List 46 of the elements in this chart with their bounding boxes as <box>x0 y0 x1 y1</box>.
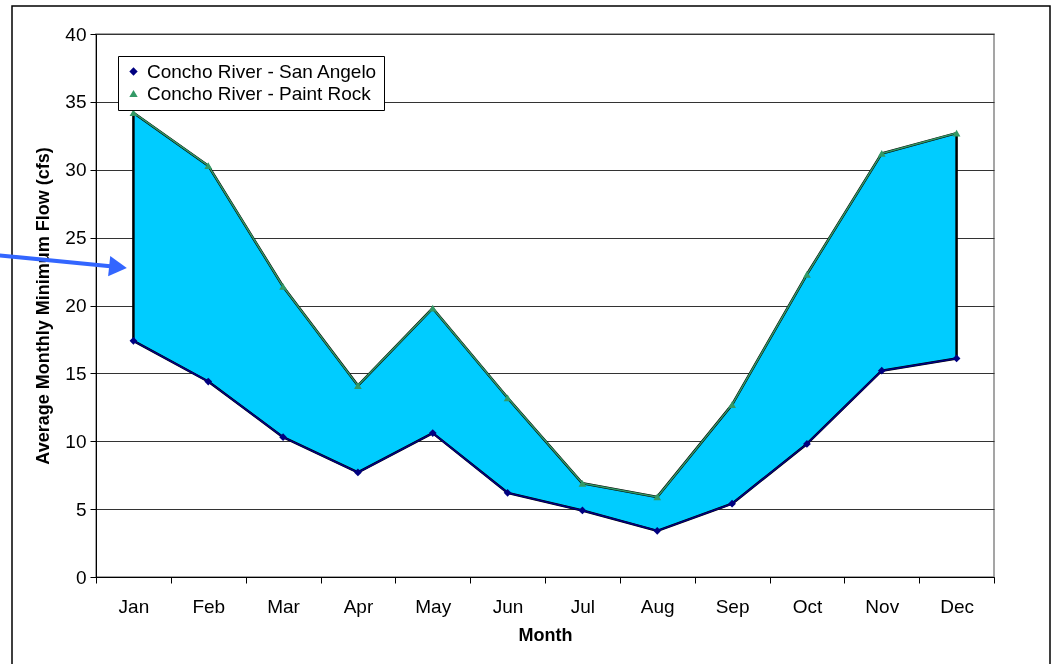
point <box>653 493 662 501</box>
y-tick-label: 40 <box>65 23 87 45</box>
y-tick-label: 20 <box>65 295 87 316</box>
y-tick-label: 5 <box>75 498 87 520</box>
point <box>503 394 512 402</box>
y-tick-label: 15 <box>65 362 87 384</box>
point <box>204 377 213 386</box>
point <box>279 433 287 442</box>
point <box>428 304 437 312</box>
x-axis-title: Month <box>518 624 573 645</box>
x-tick-label: Sep <box>715 595 750 617</box>
legend-label: Concho River - San Angelo <box>147 60 377 82</box>
point <box>803 440 811 448</box>
legend-label: Concho River - Paint Rock <box>147 82 372 104</box>
point <box>877 150 886 157</box>
point <box>354 468 362 477</box>
x-tick-label: Oct <box>792 595 823 617</box>
point <box>578 479 587 487</box>
x-tick-label: Dec <box>940 595 974 617</box>
point <box>204 162 213 170</box>
y-axis-title: Average Monthly Minimum Flow (cfs) <box>33 147 54 465</box>
y-tick-label: 30 <box>65 159 87 181</box>
point <box>653 526 662 535</box>
x-tick-label: Apr <box>343 595 374 617</box>
x-tick-label: Aug <box>640 595 675 617</box>
x-tick-label: Feb <box>192 595 226 617</box>
point <box>952 354 961 363</box>
point <box>877 366 886 375</box>
point <box>503 488 512 497</box>
x-tick-label: Jul <box>570 595 596 617</box>
y-tick-label: 10 <box>65 430 87 452</box>
x-tick-label: Mar <box>267 595 301 617</box>
point <box>354 382 362 389</box>
x-tick-label: Jan <box>118 595 150 617</box>
point <box>428 429 437 437</box>
y-tick-label: 25 <box>65 227 87 249</box>
x-tick-label: Jun <box>492 595 524 617</box>
y-tick-label: 0 <box>75 566 87 588</box>
point <box>803 270 811 278</box>
y-tick-label: 35 <box>65 91 87 113</box>
x-tick-label: Nov <box>865 595 900 617</box>
point <box>279 283 287 290</box>
point <box>728 401 736 408</box>
x-tick-label: May <box>415 595 452 617</box>
point <box>728 499 736 508</box>
point <box>129 336 138 345</box>
